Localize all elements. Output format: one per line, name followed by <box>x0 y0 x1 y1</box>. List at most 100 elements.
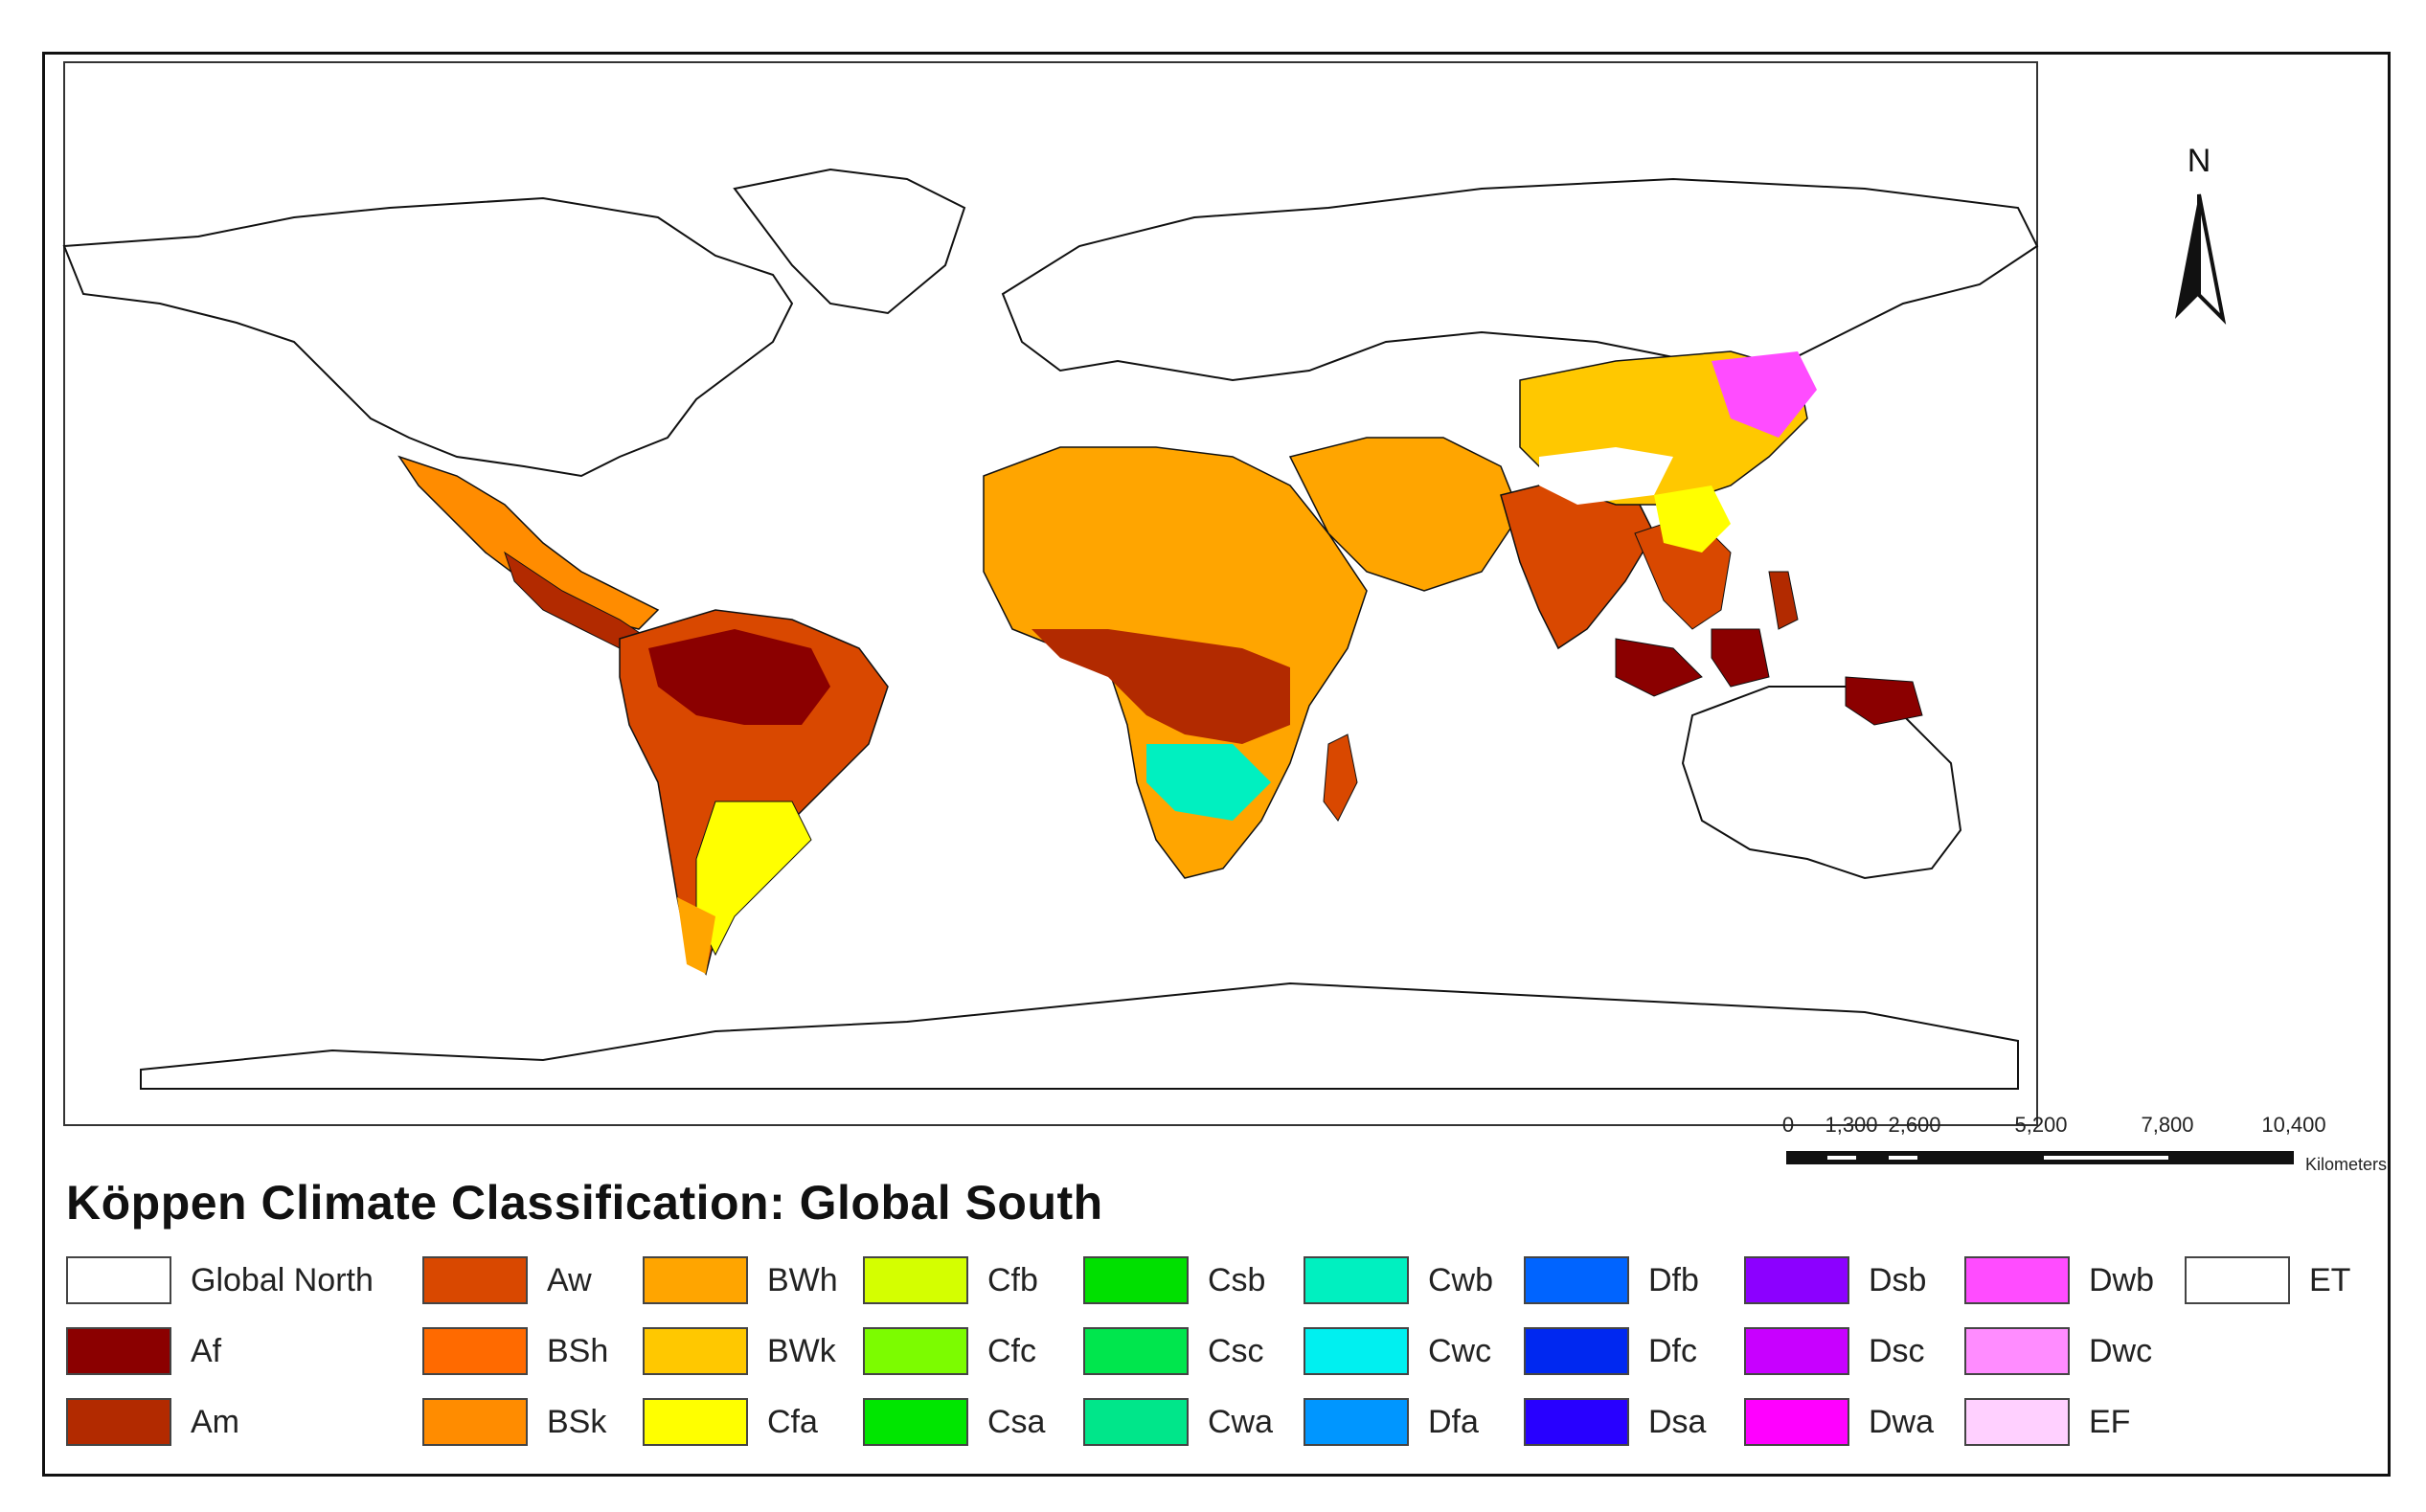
legend-item: Csc <box>1083 1322 1264 1380</box>
legend-label: Dfb <box>1648 1261 1699 1298</box>
legend-swatch <box>1524 1256 1629 1304</box>
landmass-north-america <box>62 196 794 478</box>
legend-label: Csc <box>1208 1332 1264 1369</box>
legend-swatch <box>863 1398 968 1446</box>
legend-label: Csb <box>1208 1261 1266 1298</box>
scale-unit-label: Kilometers <box>2305 1155 2388 1174</box>
legend-swatch <box>1083 1398 1189 1446</box>
region-indonesia-east <box>1711 628 1770 688</box>
scale-tick-label: 7,800 <box>2141 1113 2194 1137</box>
legend-label: BWk <box>767 1332 836 1369</box>
legend-item: Aw <box>422 1252 592 1309</box>
landmass-greenland <box>733 168 966 315</box>
legend-item: Dfa <box>1304 1393 1479 1451</box>
region-mexico-central-america <box>397 455 660 630</box>
legend-swatch <box>1304 1256 1409 1304</box>
legend-swatch <box>1083 1327 1189 1375</box>
region-patagonia <box>677 897 715 974</box>
legend-label: Dsc <box>1869 1332 1925 1369</box>
legend-label: Cfa <box>767 1403 818 1440</box>
region-africa-highland <box>1146 744 1271 821</box>
scale-tick-label: 2,600 <box>1888 1113 1941 1137</box>
legend-swatch <box>1964 1256 2070 1304</box>
scale-tick-label: 1,300 <box>1825 1113 1878 1137</box>
legend-swatch <box>66 1327 171 1375</box>
region-philippines <box>1768 571 1799 630</box>
scale-bar-graphic <box>1786 1151 2294 1164</box>
legend-item: Cfc <box>863 1322 1036 1380</box>
legend-item: Dwb <box>1964 1252 2154 1309</box>
north-arrow-icon <box>2175 193 2227 326</box>
legend: Global North Af Am Aw BSh BSk BWh BWk Cfa Cfb Cfc C… <box>66 1252 2374 1462</box>
legend-item: Cwb <box>1304 1252 1493 1309</box>
legend-swatch <box>422 1398 528 1446</box>
legend-item: Dwa <box>1744 1393 1934 1451</box>
legend-label: Dwb <box>2089 1261 2155 1298</box>
legend-label: Af <box>191 1332 222 1369</box>
legend-swatch <box>1744 1327 1849 1375</box>
legend-label: BSk <box>547 1403 607 1440</box>
legend-item: Dfc <box>1524 1322 1697 1380</box>
legend-swatch <box>863 1256 968 1304</box>
legend-label: Dfa <box>1428 1403 1479 1440</box>
legend-label: Csa <box>987 1403 1046 1440</box>
legend-item: Dfb <box>1524 1252 1699 1309</box>
region-manchuria-dw <box>1712 351 1817 438</box>
legend-item: Dsc <box>1744 1322 1925 1380</box>
landmass-eurasia-north <box>1001 177 2039 382</box>
legend-item: EF <box>1964 1393 2130 1451</box>
legend-item: Cwa <box>1083 1393 1273 1451</box>
legend-swatch <box>1524 1398 1629 1446</box>
legend-item: Cwc <box>1304 1322 1491 1380</box>
legend-item: Dsb <box>1744 1252 1926 1309</box>
legend-label: Dsa <box>1648 1403 1707 1440</box>
scale-bar: 0 1,300 2,600 5,200 7,800 10,400 Kilomet… <box>1750 1113 2387 1199</box>
legend-swatch <box>1744 1256 1849 1304</box>
region-middle-east <box>1288 437 1521 592</box>
world-map <box>62 61 2039 1126</box>
legend-swatch <box>422 1256 528 1304</box>
legend-label: Dwa <box>1869 1403 1935 1440</box>
map-title: Köppen Climate Classification: Global So… <box>66 1176 1103 1230</box>
legend-swatch <box>2185 1256 2290 1304</box>
region-amazon-af <box>648 629 830 725</box>
region-new-guinea <box>1845 676 1923 726</box>
region-madagascar <box>1323 733 1358 822</box>
legend-label: Dsb <box>1869 1261 1927 1298</box>
legend-label: Cfc <box>987 1332 1036 1369</box>
legend-swatch <box>1964 1327 2070 1375</box>
legend-item: BSh <box>422 1322 608 1380</box>
legend-item: Af <box>66 1322 221 1380</box>
legend-swatch <box>422 1327 528 1375</box>
legend-item: Global North <box>66 1252 374 1309</box>
north-arrow: N <box>2146 143 2252 326</box>
region-south-america-south <box>695 801 812 957</box>
legend-label: Dfc <box>1648 1332 1697 1369</box>
legend-label: ET <box>2309 1261 2351 1298</box>
legend-swatch <box>66 1398 171 1446</box>
legend-item: Am <box>66 1393 239 1451</box>
legend-item: Csa <box>863 1393 1045 1451</box>
legend-item: Cfa <box>643 1393 818 1451</box>
legend-swatch <box>1304 1398 1409 1446</box>
legend-item: Cfb <box>863 1252 1038 1309</box>
legend-swatch <box>1304 1327 1409 1375</box>
legend-label: Dwc <box>2089 1332 2153 1369</box>
legend-item: BWk <box>643 1322 836 1380</box>
legend-label: BWh <box>767 1261 838 1298</box>
legend-item: BWh <box>643 1252 838 1309</box>
north-arrow-label: N <box>2187 143 2211 179</box>
legend-swatch <box>643 1398 748 1446</box>
legend-label: Global North <box>191 1261 374 1298</box>
legend-label: Cwa <box>1208 1403 1274 1440</box>
legend-label: EF <box>2089 1403 2131 1440</box>
legend-swatch <box>1964 1398 2070 1446</box>
legend-swatch <box>66 1256 171 1304</box>
legend-swatch <box>643 1256 748 1304</box>
legend-item: ET <box>2185 1252 2350 1309</box>
legend-item: Dwc <box>1964 1322 2152 1380</box>
landmass-antarctica <box>140 982 2019 1090</box>
region-tibet-et <box>1539 447 1673 505</box>
legend-label: Cfb <box>987 1261 1038 1298</box>
legend-swatch <box>863 1327 968 1375</box>
